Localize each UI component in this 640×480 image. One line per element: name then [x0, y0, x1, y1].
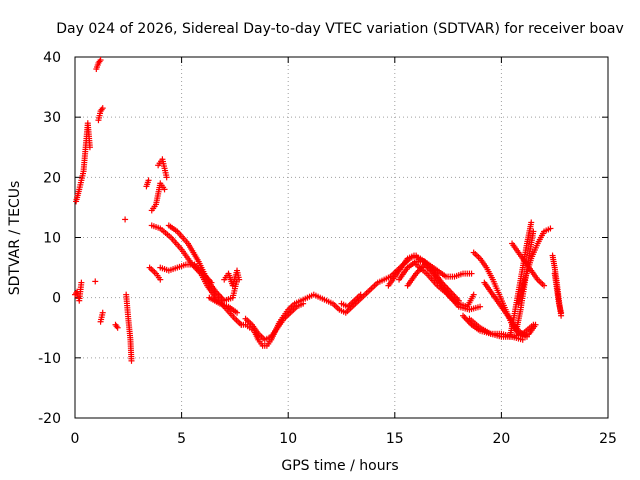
- data-point: [92, 278, 99, 285]
- data-point: [300, 300, 307, 307]
- data-point: [530, 228, 537, 235]
- data-point: [530, 321, 537, 328]
- plot-frame: [74, 56, 609, 419]
- x-tick-label: 15: [386, 431, 404, 447]
- data-point: [547, 225, 554, 232]
- y-axis-label: SDTVAR / TECUs: [7, 181, 23, 296]
- data-point: [78, 279, 85, 286]
- x-tick-label: 25: [599, 431, 617, 447]
- x-tick-labels: 0 5 10 15 20 25: [71, 431, 617, 447]
- data-point: [99, 309, 106, 316]
- y-tick-label: 0: [52, 291, 61, 307]
- data-point: [357, 291, 364, 298]
- y-tick-label: -20: [38, 411, 61, 427]
- y-tick-labels: -20 -10 0 10 20 30 40: [38, 50, 61, 427]
- data-point: [470, 291, 477, 298]
- y-tick-label: 30: [43, 110, 61, 126]
- x-tick-label: 20: [492, 431, 510, 447]
- x-tick-label: 10: [279, 431, 297, 447]
- data-point: [523, 333, 530, 340]
- x-tick-label: 0: [71, 431, 80, 447]
- y-tick-label: -10: [38, 351, 61, 367]
- data-point: [86, 144, 93, 151]
- data-point: [128, 357, 135, 364]
- data-point: [97, 57, 104, 64]
- chart-title: Day 024 of 2026, Sidereal Day-to-day VTE…: [56, 21, 624, 37]
- data-point: [236, 276, 243, 283]
- data-point: [477, 303, 484, 310]
- data-point: [114, 324, 121, 331]
- x-tick-label: 5: [177, 431, 186, 447]
- data-point: [528, 219, 535, 226]
- data-point: [468, 270, 475, 277]
- data-point: [519, 336, 526, 343]
- data-point: [145, 177, 152, 184]
- data-point: [558, 309, 565, 316]
- y-tick-label: 40: [43, 50, 61, 66]
- data-point: [163, 174, 170, 181]
- data-points: [72, 57, 565, 364]
- data-point: [122, 216, 129, 223]
- x-axis-label: GPS time / hours: [281, 458, 398, 474]
- data-point: [161, 186, 168, 193]
- data-point: [234, 309, 241, 316]
- data-point: [541, 282, 548, 289]
- y-tick-label: 20: [43, 170, 61, 186]
- y-tick-label: 10: [43, 231, 61, 247]
- data-point: [157, 276, 164, 283]
- data-point: [99, 105, 106, 112]
